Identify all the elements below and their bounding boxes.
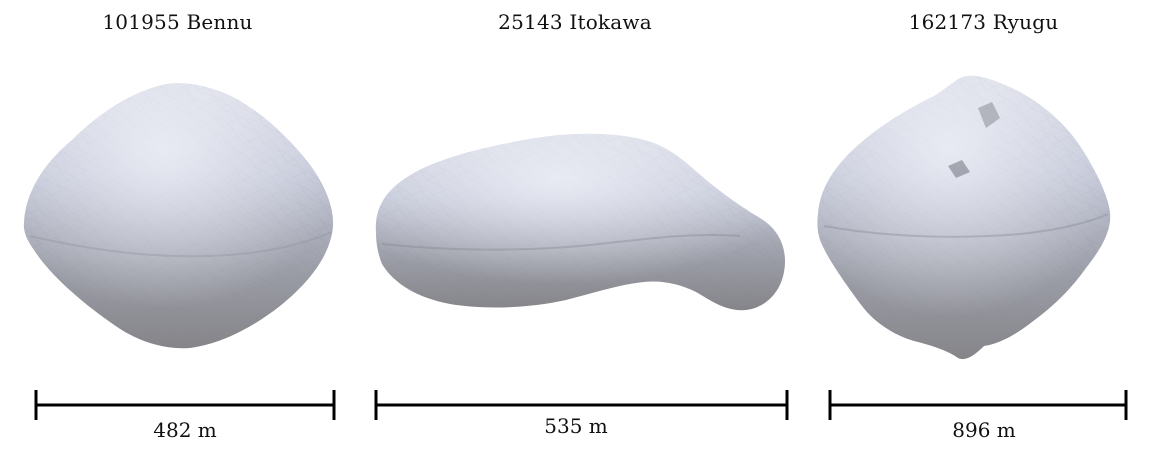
asteroid-title-ryugu: 162173 Ryugu xyxy=(908,10,1059,34)
bennu-scale-bar xyxy=(34,390,336,420)
asteroid-panel-bennu: 101955 Bennu 482 m xyxy=(0,0,360,473)
itokawa-shape-image xyxy=(375,133,785,311)
itokawa-size-label: 535 m xyxy=(544,414,608,438)
asteroid-panel-itokawa: 25143 Itokawa 535 m xyxy=(360,0,810,473)
asteroid-title-itokawa: 25143 Itokawa xyxy=(498,10,652,34)
itokawa-scale-bar xyxy=(374,390,789,420)
ryugu-scale-bar xyxy=(828,390,1128,420)
bennu-shape-image xyxy=(23,83,334,349)
asteroid-title-bennu: 101955 Bennu xyxy=(102,10,253,34)
ryugu-size-label: 896 m xyxy=(952,418,1016,442)
asteroid-panel-ryugu: 162173 Ryugu 896 m xyxy=(810,0,1162,473)
ryugu-shape-image xyxy=(817,75,1111,360)
bennu-size-label: 482 m xyxy=(153,418,217,442)
